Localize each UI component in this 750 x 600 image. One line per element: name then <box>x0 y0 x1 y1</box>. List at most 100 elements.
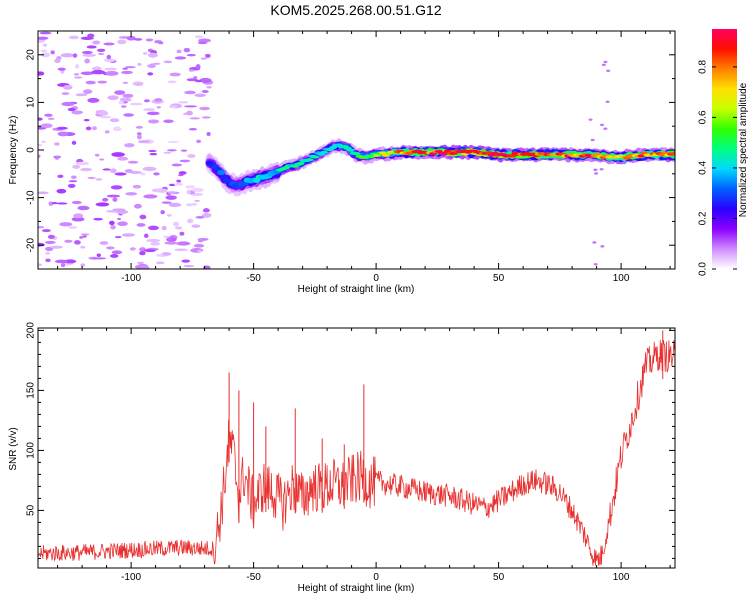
spectrogram-noise-patch <box>201 90 209 93</box>
figure-title: KOM5.2025.268.00.51.G12 <box>270 2 441 18</box>
spectrogram-noise-patch <box>172 221 180 227</box>
snr-y-tick-label: 200 <box>26 322 37 339</box>
spectrogram-noise-patch <box>122 67 128 70</box>
colorbar-tick-label: 0.2 <box>698 211 709 225</box>
spectrogram-x-tick-label: 0 <box>373 273 379 284</box>
spectrogram-noise-patch <box>194 35 203 39</box>
spectrogram-y-axis-label: Frequency (Hz) <box>8 116 19 185</box>
spectrogram-noise-patch <box>102 168 111 171</box>
spectrogram-noise-patch <box>137 134 142 140</box>
spectrogram-noise-patch <box>121 233 135 237</box>
spectrogram-noise-patch <box>191 224 201 228</box>
spectrogram-noise-patch <box>188 69 195 72</box>
spectrogram-noise-patch <box>133 203 142 209</box>
spectrogram-noise-patch <box>57 131 69 137</box>
spectrogram-noise-patch <box>92 40 101 45</box>
colorbar: 0.0 0.2 0.4 0.6 0.8 Normalized spectral ampl… <box>698 29 749 276</box>
spectrogram-noise-patch <box>103 42 115 46</box>
spectrogram-noise-patch <box>38 191 49 195</box>
snr-panel: -100 -50 0 50 100 50 100 150 200 Height of strai… <box>8 322 676 594</box>
spectrogram-y-tick-label: 10 <box>26 96 37 108</box>
spectrogram-noise-patch <box>186 53 196 57</box>
spectrogram-noise-patch <box>87 97 100 103</box>
spectrogram-noise-patch <box>592 241 597 244</box>
spectrogram-noise-patch <box>117 39 127 45</box>
spectrogram-noise-patch <box>199 106 211 111</box>
spectrogram-noise-patch <box>40 123 53 129</box>
snr-x-tick-label: -50 <box>246 572 261 583</box>
spectrogram-noise-patch <box>151 188 164 193</box>
spectrogram-noise-patch <box>56 188 67 194</box>
colorbar-tick-label: 0.4 <box>698 161 709 175</box>
spectrogram-noise-patch <box>601 63 606 67</box>
spectrogram-noise-patch <box>183 264 195 268</box>
spectrogram-noise-patch <box>75 161 90 166</box>
spectrogram-noise-patch <box>200 57 207 60</box>
spectrogram-y-tick-label: 0 <box>26 147 37 153</box>
spectrogram-noise-patch <box>60 263 66 268</box>
spectrogram-noise-patch <box>169 72 181 77</box>
snr-y-tick-label: 50 <box>26 504 37 516</box>
spectrogram-noise-patch <box>122 93 134 98</box>
snr-series-line <box>38 339 675 566</box>
spectrogram-noise-patch <box>72 164 81 169</box>
spectrogram-noise-patch <box>606 69 611 72</box>
spectrogram-noise-patch <box>206 132 211 136</box>
spectrogram-noise-patch <box>188 127 197 131</box>
spectrogram-noise-patch <box>195 216 205 219</box>
spectrogram-noise-patch <box>81 50 93 54</box>
spectrogram-noise-patch <box>184 105 197 108</box>
spectrogram-y-tick-label: -20 <box>26 238 37 253</box>
spectrogram-noise-patch <box>148 149 157 153</box>
spectrogram-ridge-cell <box>352 152 361 156</box>
spectrogram-noise-patch <box>110 185 123 190</box>
spectrogram-y-tick-label: -10 <box>26 190 37 205</box>
spectrogram-noise-patch <box>82 235 87 238</box>
spectrogram-noise-patch <box>181 259 190 263</box>
spectrogram-noise-patch <box>150 241 161 246</box>
spectrogram-noise-patch <box>147 64 156 68</box>
spectrogram-noise-patch <box>117 217 122 220</box>
spectrogram-noise-patch <box>194 93 206 98</box>
spectrogram-noise-patch <box>179 159 191 163</box>
spectrogram-noise-patch <box>107 95 119 101</box>
spectrogram-noise-patch <box>99 158 105 161</box>
snr-x-tick-label: 50 <box>493 572 505 583</box>
spectrogram-noise-patch <box>80 167 93 172</box>
spectrogram-noise-patch <box>50 245 63 249</box>
colorbar-gradient-bar <box>712 29 737 269</box>
spectrogram-noise-patch <box>106 54 112 60</box>
spectrogram-noise-patch <box>603 127 608 130</box>
spectrogram-noise-patch <box>114 235 122 239</box>
spectrogram-noise-patch <box>127 160 139 164</box>
spectrogram-noise-patch <box>75 64 80 69</box>
spectrogram-noise-patch <box>163 235 170 238</box>
spectrogram-noise-patch <box>176 179 182 183</box>
spectrogram-ridge-cell <box>217 170 226 176</box>
spectrogram-noise-patch <box>202 80 211 83</box>
spectrogram-noise-patch <box>41 140 46 143</box>
colorbar-tick-label: 0.0 <box>698 262 709 276</box>
spectrogram-noise-patch <box>171 163 182 167</box>
spectrogram-noise-patch <box>64 239 73 243</box>
spectrogram-noise-patch <box>174 248 188 252</box>
spectrogram-noise-patch <box>129 102 143 106</box>
spectrogram-noise-patch <box>79 235 84 239</box>
spectrogram-noise-patch <box>186 78 198 82</box>
spectrogram-noise-patch <box>99 241 109 245</box>
spectrogram-noise-patch <box>137 62 142 66</box>
spectrogram-ridge-cell <box>367 154 376 159</box>
spectrogram-noise-patch <box>106 194 120 198</box>
spectrogram-noise-patch <box>50 50 55 55</box>
spectrogram-noise-patch <box>158 41 164 45</box>
spectrogram-noise-patch <box>594 172 599 175</box>
spectrogram-noise-patch <box>122 81 129 84</box>
spectrogram-noise-patch <box>112 126 122 132</box>
spectrogram-noise-patch <box>57 174 64 178</box>
spectrogram-noise-patch <box>91 69 106 75</box>
spectrogram-noise-patch <box>165 195 177 200</box>
spectrogram-noise-patch <box>56 126 68 130</box>
spectrogram-noise-patch <box>93 217 103 221</box>
snr-x-tick-label: -100 <box>121 572 141 583</box>
